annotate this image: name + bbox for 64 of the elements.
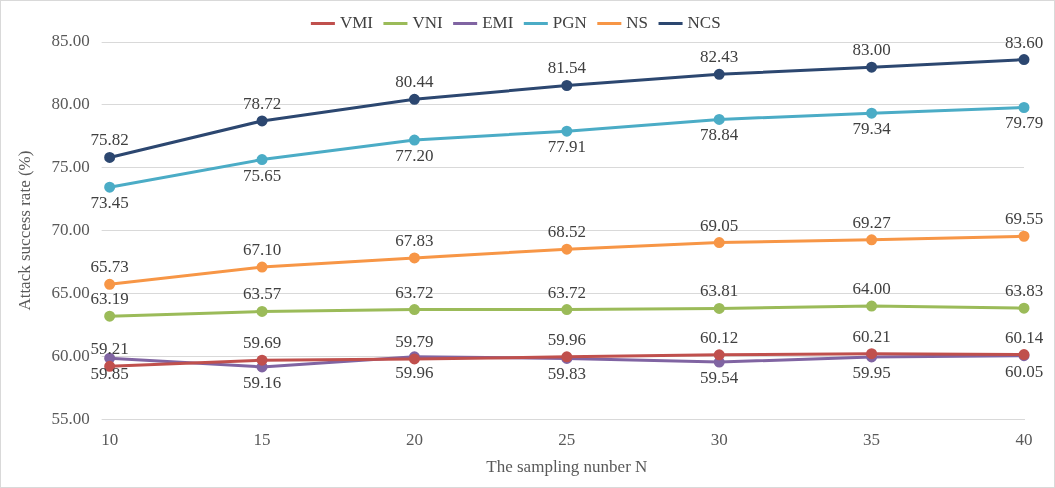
legend-label: EMI	[482, 12, 514, 32]
data-label: 59.16	[242, 372, 282, 392]
x-tick-label: 15	[253, 429, 271, 449]
data-label: 68.52	[547, 222, 586, 242]
y-tick-label: 75.00	[51, 157, 90, 177]
data-label: 60.21	[852, 326, 891, 346]
data-label: 77.91	[547, 137, 586, 157]
x-tick-label: 20	[405, 429, 423, 449]
data-label: 59.54	[700, 368, 739, 388]
data-label: 59.83	[547, 364, 586, 384]
legend-label: NCS	[687, 12, 721, 32]
data-label: 79.79	[1004, 113, 1044, 133]
legend-label: NS	[626, 12, 649, 32]
data-label: 59.95	[852, 362, 891, 382]
data-label: 59.96	[395, 362, 434, 382]
data-label: 75.65	[242, 165, 282, 185]
y-tick-label: 85.00	[51, 31, 90, 51]
x-tick-label: 10	[101, 429, 119, 449]
data-label: 59.85	[90, 364, 129, 384]
data-label: 83.60	[1004, 32, 1044, 52]
x-tick-label: 25	[558, 429, 576, 449]
data-label: 63.57	[242, 284, 282, 304]
x-tick-label: 35	[863, 429, 881, 449]
data-label: 63.81	[700, 281, 739, 301]
data-label: 80.44	[395, 72, 435, 92]
data-label: 59.69	[242, 333, 282, 353]
data-label: 69.27	[852, 212, 892, 232]
legend-label: VMI	[339, 12, 374, 32]
data-label: 69.55	[1004, 209, 1044, 229]
data-label: 60.14	[1004, 327, 1044, 347]
data-label: 78.84	[700, 125, 739, 145]
data-label: 64.00	[852, 279, 891, 299]
y-tick-label: 60.00	[51, 345, 90, 365]
data-label: 59.21	[90, 339, 129, 359]
data-label: 63.72	[395, 282, 434, 302]
y-tick-label: 55.00	[51, 408, 90, 428]
data-label: 82.43	[700, 47, 739, 67]
data-label: 63.19	[90, 289, 129, 309]
y-tick-label: 80.00	[51, 94, 90, 114]
data-label: 59.96	[547, 329, 586, 349]
data-label: 69.05	[700, 215, 739, 235]
data-label: 73.45	[90, 193, 129, 213]
y-tick-label: 70.00	[51, 220, 90, 240]
x-tick-label: 30	[710, 429, 728, 449]
data-label: 78.72	[242, 93, 282, 113]
y-axis-title: Attack success rate (%)	[14, 150, 34, 311]
data-label: 75.82	[90, 130, 129, 150]
data-label: 67.10	[242, 240, 282, 260]
data-label: 60.12	[700, 327, 739, 347]
data-label: 67.83	[395, 230, 434, 250]
data-label: 63.72	[547, 282, 586, 302]
data-label: 60.05	[1004, 361, 1044, 381]
data-label: 83.00	[852, 40, 891, 60]
legend-label: PGN	[552, 12, 587, 32]
data-label: 63.83	[1004, 281, 1044, 301]
x-tick-label: 40	[1015, 429, 1033, 449]
data-label: 81.54	[547, 58, 587, 78]
data-label: 77.20	[395, 146, 434, 166]
data-label: 65.73	[90, 257, 129, 277]
data-label: 79.34	[852, 119, 892, 139]
x-axis-title: The sampling nunber N	[486, 457, 648, 477]
legend-label: VNI	[412, 12, 443, 32]
data-label: 59.79	[395, 331, 434, 351]
y-tick-label: 65.00	[51, 282, 90, 302]
